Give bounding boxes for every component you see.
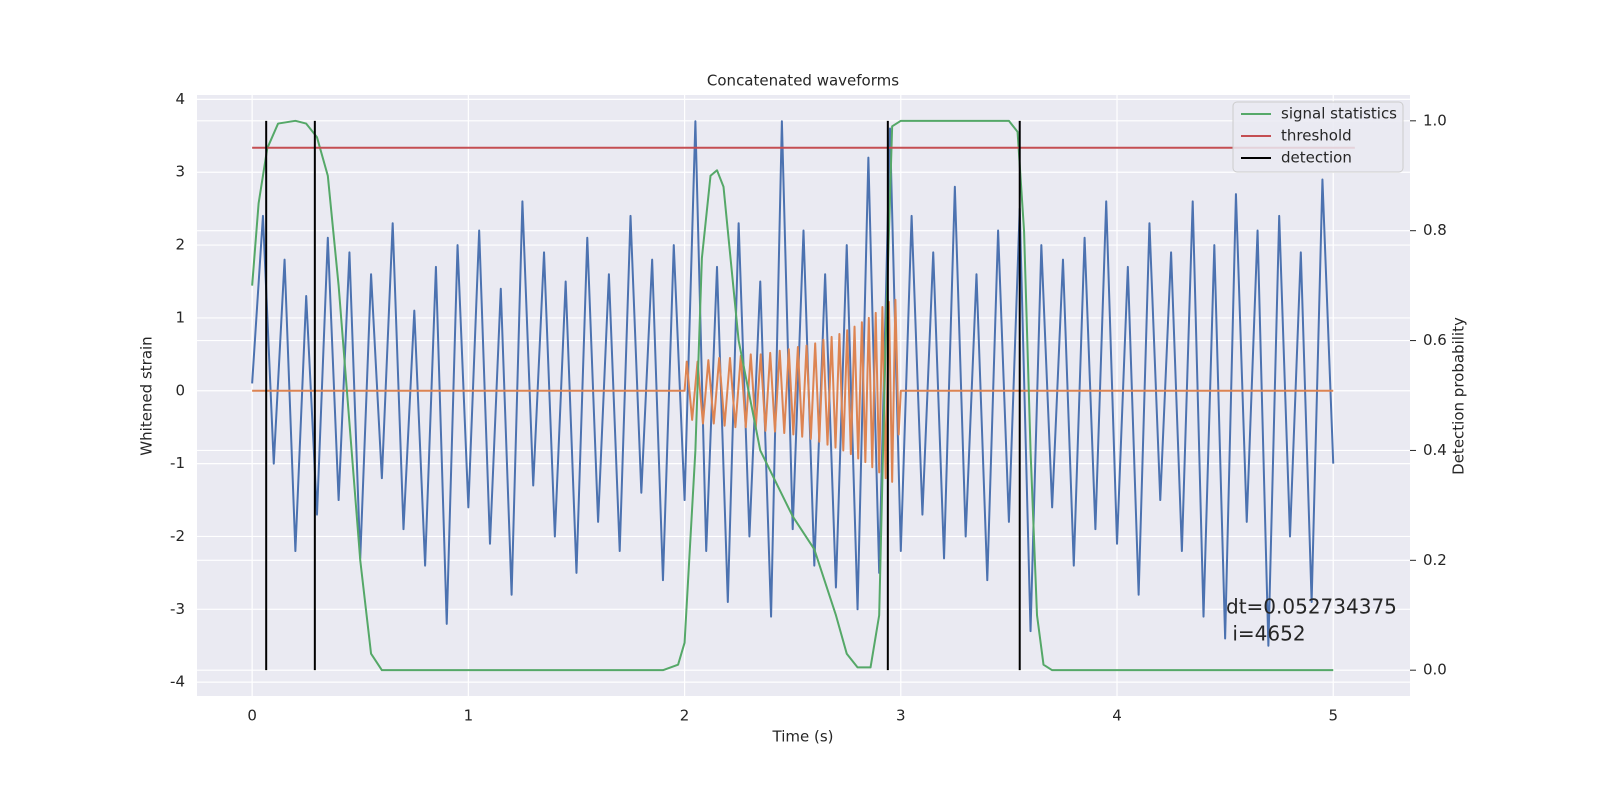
x-axis-label: Time (s) bbox=[772, 728, 834, 746]
y-tick-label: -4 bbox=[170, 673, 185, 691]
annotation: dt=0.052734375 bbox=[1226, 595, 1397, 619]
legend: signal statistics threshold detection bbox=[1232, 101, 1404, 173]
y-tick-label: 0 bbox=[175, 381, 185, 399]
y2-tick-label: 0.2 bbox=[1423, 551, 1447, 569]
y2-tick-label: 1.0 bbox=[1423, 111, 1447, 129]
y-tick-label: 1 bbox=[175, 308, 185, 326]
series-line bbox=[252, 298, 1334, 483]
chart-title: Concatenated waveforms bbox=[707, 72, 899, 90]
y2-axis-label: Detection probability bbox=[1450, 317, 1468, 475]
axes: 0 1 2 3 4 5 -4 -3 -2 -1 0 1 2 3 4 0.0 0.2 0.4 0.6 0.8 1.0 bbox=[170, 90, 1447, 725]
y2-tick-label: 0.6 bbox=[1423, 331, 1447, 349]
series-line bbox=[251, 120, 1335, 647]
y2-tick-label: 0.4 bbox=[1423, 441, 1447, 459]
y-tick-label: 2 bbox=[175, 236, 185, 254]
legend-box bbox=[1232, 101, 1404, 173]
y2-tick-label: 0.0 bbox=[1423, 661, 1447, 679]
x-tick-label: 1 bbox=[464, 707, 474, 725]
x-tick-label: 0 bbox=[247, 707, 257, 725]
legend-label: threshold bbox=[1281, 127, 1352, 145]
y2-tick-label: 0.8 bbox=[1423, 221, 1447, 239]
x-tick-label: 2 bbox=[680, 707, 690, 725]
y-tick-label: 3 bbox=[175, 163, 185, 181]
y-tick-label: -3 bbox=[170, 600, 185, 618]
legend-label: signal statistics bbox=[1281, 105, 1397, 123]
legend-label: detection bbox=[1281, 149, 1352, 167]
x-tick-label: 4 bbox=[1112, 707, 1122, 725]
series-line bbox=[251, 119, 1334, 672]
x-tick-label: 3 bbox=[896, 707, 906, 725]
marks bbox=[251, 119, 1355, 672]
x-tick-label: 5 bbox=[1328, 707, 1338, 725]
y-tick-label: 4 bbox=[175, 90, 185, 108]
y-tick-label: -2 bbox=[170, 527, 185, 545]
y-tick-label: -1 bbox=[170, 454, 185, 472]
y-axis-label: Whitened strain bbox=[138, 336, 156, 455]
annotation: i=4652 bbox=[1226, 622, 1306, 646]
